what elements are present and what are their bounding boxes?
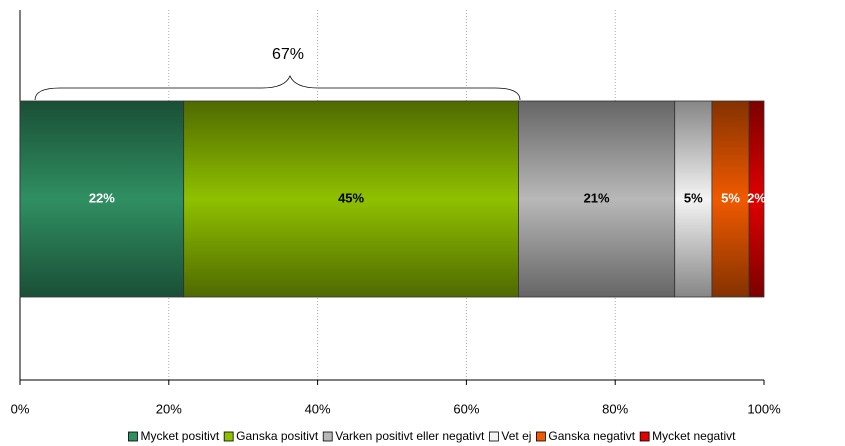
data-label: 5%: [684, 190, 703, 205]
x-tick-label: 100%: [747, 401, 781, 416]
x-tick-label: 0%: [11, 401, 30, 416]
x-tick-label: 60%: [453, 401, 479, 416]
bar-shade: [711, 100, 750, 298]
legend-swatch: [322, 431, 333, 442]
legend-label: Mycket positivt: [140, 429, 219, 443]
legend-label: Ganska positivt: [236, 429, 319, 443]
legend-label: Mycket negativt: [652, 429, 736, 443]
bar-shade: [19, 100, 185, 298]
x-tick-label: 20%: [156, 401, 182, 416]
data-label: 5%: [721, 190, 740, 205]
legend-swatch: [488, 431, 499, 442]
legend-label: Ganska negativt: [548, 429, 635, 443]
bar-shade: [748, 100, 765, 298]
brace: [34, 74, 521, 101]
legend-label: Vet ej: [501, 429, 531, 443]
annotation: 67%: [272, 46, 304, 63]
x-tick-label: 80%: [602, 401, 628, 416]
legend-label: Varken positivt eller negativt: [335, 429, 485, 443]
data-label: 22%: [89, 190, 115, 205]
legend-swatch: [128, 431, 138, 442]
bar-shade: [183, 100, 519, 298]
legend-swatch: [223, 431, 234, 442]
data-label: 21%: [584, 190, 610, 205]
x-tick-label: 40%: [305, 401, 331, 416]
legend-swatch: [536, 431, 546, 442]
data-label: 45%: [338, 190, 364, 205]
data-label: 2%: [747, 190, 766, 205]
bar-shade: [518, 100, 676, 298]
legend-swatch: [639, 431, 650, 442]
